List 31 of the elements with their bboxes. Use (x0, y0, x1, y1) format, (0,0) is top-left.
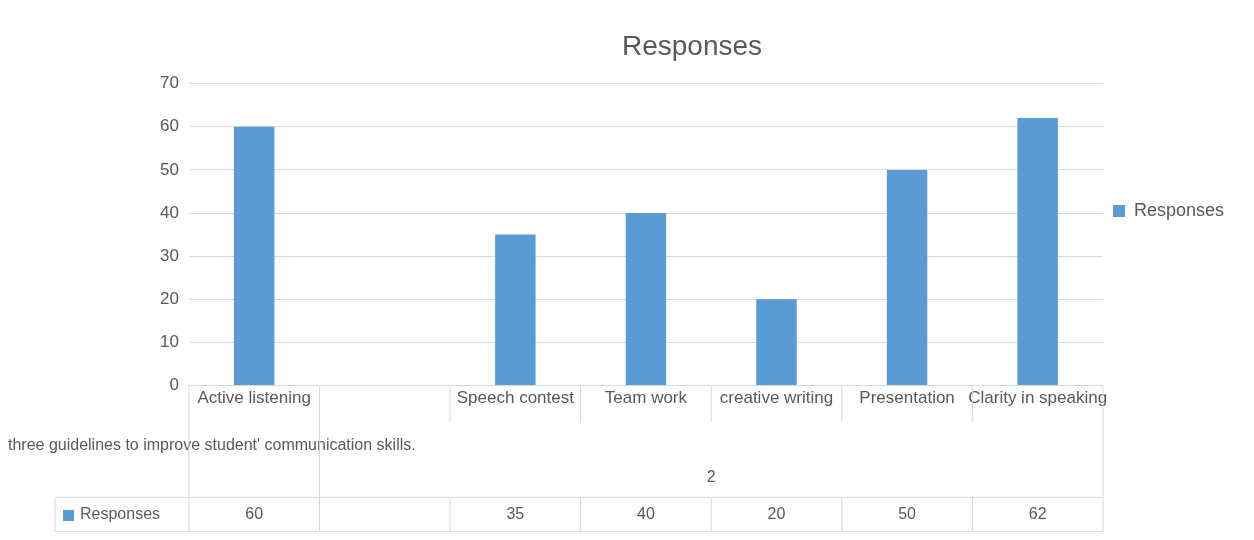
chart-title: Responses (621, 29, 763, 61)
y-tick-label: 70 (159, 73, 179, 93)
x-tick-label: creative writing (719, 388, 834, 408)
bar (1017, 118, 1058, 386)
text: three guidelines to improve student' communication skills. (8, 436, 416, 454)
data-label: 35 (506, 505, 525, 523)
x-tick-label: Team work (604, 388, 688, 408)
bar (756, 299, 797, 386)
data-label: 40 (637, 505, 655, 523)
x-tick-label: Speech contest (456, 388, 575, 408)
bar (233, 126, 275, 386)
bar (886, 169, 928, 386)
data-label: 20 (767, 505, 786, 523)
y-tick-label: 10 (159, 332, 179, 352)
legend-label: Responses (1133, 199, 1225, 220)
bar (625, 213, 667, 386)
data-label: 60 (245, 505, 264, 523)
text: 2 (706, 468, 716, 486)
x-tick-label: Active listening (197, 388, 311, 408)
x-tick-label: Clarity in speaking (968, 388, 1108, 408)
data-label: 62 (1028, 505, 1047, 523)
y-tick-label: 50 (159, 159, 179, 179)
y-tick-label: 30 (159, 245, 179, 265)
y-tick-label: 60 (159, 116, 179, 136)
data-label: 50 (898, 505, 917, 523)
y-tick-label: 40 (159, 202, 179, 222)
y-tick-label: 0 (169, 375, 179, 395)
y-tick-label: 20 (159, 289, 179, 308)
text: Responses (80, 505, 161, 523)
x-tick-label: Presentation (859, 388, 955, 408)
bar (495, 234, 536, 386)
